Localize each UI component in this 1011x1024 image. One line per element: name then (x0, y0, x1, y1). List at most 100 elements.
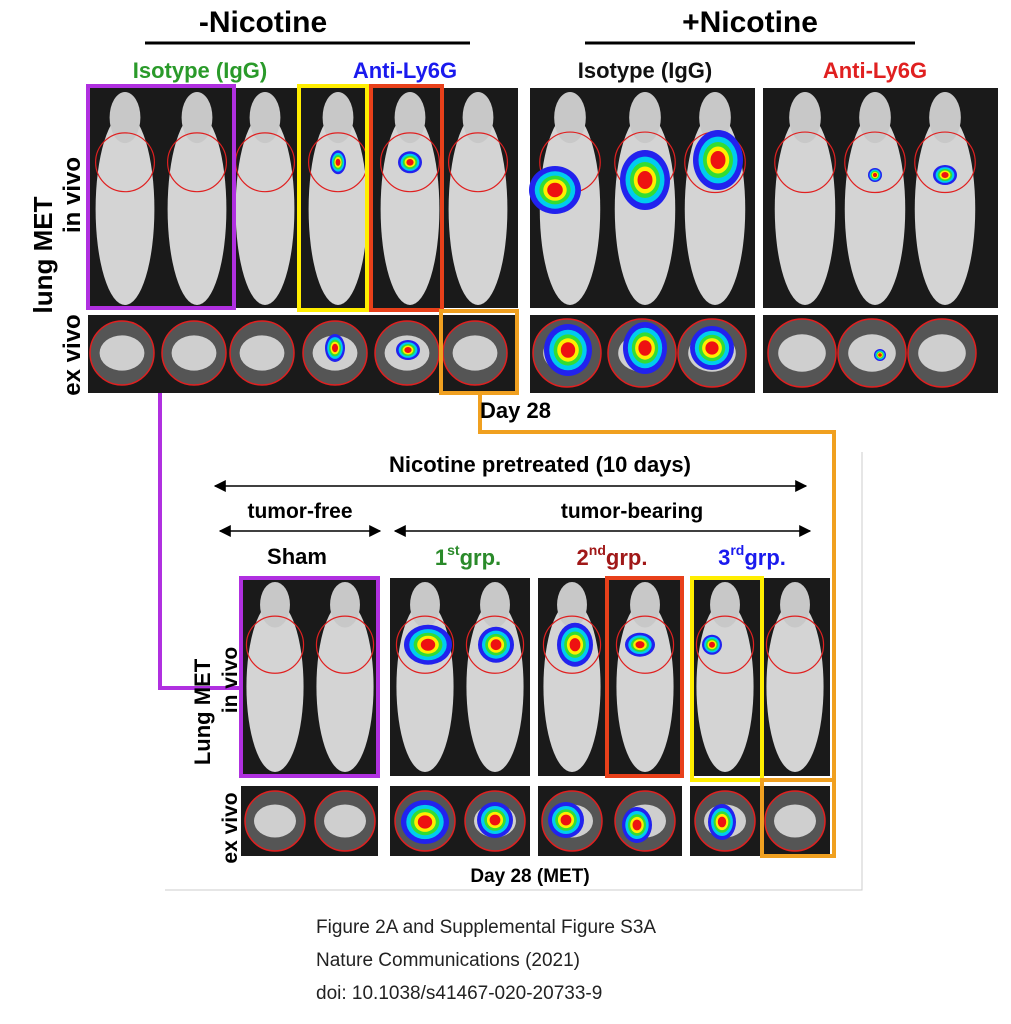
image-panel (88, 88, 518, 308)
mouse-head (929, 92, 961, 144)
mouse-head (630, 582, 660, 628)
row-label: ex vivo (59, 314, 86, 395)
column-label: Anti-Ly6G (823, 58, 927, 83)
heat-signal (635, 641, 645, 649)
caption-line: Figure 2A and Supplemental Figure S3A (316, 917, 656, 938)
lung-tissue (778, 334, 826, 372)
mouse-head (330, 582, 360, 628)
mouse-body (316, 601, 374, 772)
lung-tissue (99, 335, 145, 371)
heat-signal (709, 641, 715, 648)
lung-roi (677, 318, 747, 388)
lung-roi (465, 615, 525, 674)
lung-roi (837, 318, 907, 388)
mouse-body (246, 601, 304, 772)
lung-roi (302, 320, 368, 386)
mouse-head (322, 92, 354, 144)
group-sup: nd (589, 542, 606, 558)
group-text: grp. (606, 545, 648, 570)
group-label: 3rdgrp. (718, 542, 786, 570)
heat-signal (878, 353, 882, 357)
mouse-head (554, 92, 586, 144)
lung-tissue (239, 335, 285, 371)
column-label: Anti-Ly6G (353, 58, 457, 83)
heat-signal (638, 340, 652, 356)
lung-roi (774, 131, 836, 194)
mouse-body (914, 113, 976, 306)
lung-roi (532, 318, 602, 388)
group-label: 2ndgrp. (577, 542, 648, 570)
caption-line: Nature Communications (2021) (316, 950, 580, 971)
lung-roi (380, 132, 441, 193)
lung-roi (395, 615, 455, 674)
heat-signal (569, 638, 581, 652)
mouse-head (699, 92, 731, 144)
lung-roi (614, 790, 676, 852)
heat-signal (717, 816, 727, 828)
group-sup: rd (730, 542, 744, 558)
highlight-frame (239, 576, 380, 778)
day-label: Day 28 (MET) (470, 866, 589, 887)
lung-roi (245, 615, 305, 674)
mouse-body (448, 113, 508, 306)
lung-roi (542, 615, 602, 674)
lung-tissue (848, 334, 896, 372)
lung-roi (541, 790, 603, 852)
highlight-frame (605, 576, 684, 778)
mouse-body (380, 113, 440, 306)
mouse-head (109, 92, 141, 144)
column-label: Isotype (IgG) (133, 58, 267, 83)
heat-signal (332, 343, 338, 353)
lung-roi (907, 318, 977, 388)
caption-line: doi: 10.1038/s41467-020-20733-9 (316, 983, 602, 1004)
group-text: grp. (460, 545, 502, 570)
heat-signal (560, 342, 576, 358)
mouse-head (410, 582, 440, 628)
lung-roi (764, 790, 826, 852)
group-num: 1 (435, 545, 447, 570)
mouse-head (462, 92, 494, 144)
lung-roi (694, 790, 756, 852)
lung-roi (94, 132, 155, 193)
heat-signal (490, 639, 502, 651)
heat-signal (417, 815, 433, 829)
mouse-body (844, 113, 906, 306)
lung-roi (695, 615, 755, 674)
heat-signal (560, 814, 572, 826)
lung-roi (767, 318, 837, 388)
heading: -Nicotine (199, 6, 327, 39)
mouse-body (766, 601, 824, 772)
row-label: Lung MET (190, 658, 215, 765)
highlight-frame (86, 84, 236, 310)
lung-tissue (254, 804, 296, 838)
lung-roi (448, 132, 509, 193)
heat-signal (632, 819, 642, 831)
lung-roi (244, 790, 306, 852)
highlight-frame (297, 84, 369, 312)
heat-signal (705, 341, 719, 355)
lung-roi (464, 790, 526, 852)
mouse-head (394, 92, 426, 144)
lung-roi (615, 615, 675, 674)
lung-tissue (774, 804, 816, 838)
panel-border (165, 452, 863, 891)
lung-tissue (918, 334, 966, 372)
heat-signal (637, 171, 653, 189)
heat-signal (547, 182, 563, 198)
lung-roi (607, 318, 677, 388)
heat-signal (335, 158, 341, 166)
highlight-frame (369, 84, 444, 312)
heat-signal (420, 638, 436, 651)
image-layer (86, 84, 998, 858)
mouse-head (181, 92, 213, 144)
mouse-head (629, 92, 661, 144)
connector (158, 393, 241, 690)
label: Sham (267, 544, 327, 569)
row-label: in vivo (219, 647, 242, 714)
heading: +Nicotine (682, 6, 818, 39)
heat-signal (872, 172, 878, 178)
mouse-head (710, 582, 740, 628)
lung-roi (765, 615, 825, 674)
connector (478, 393, 836, 780)
